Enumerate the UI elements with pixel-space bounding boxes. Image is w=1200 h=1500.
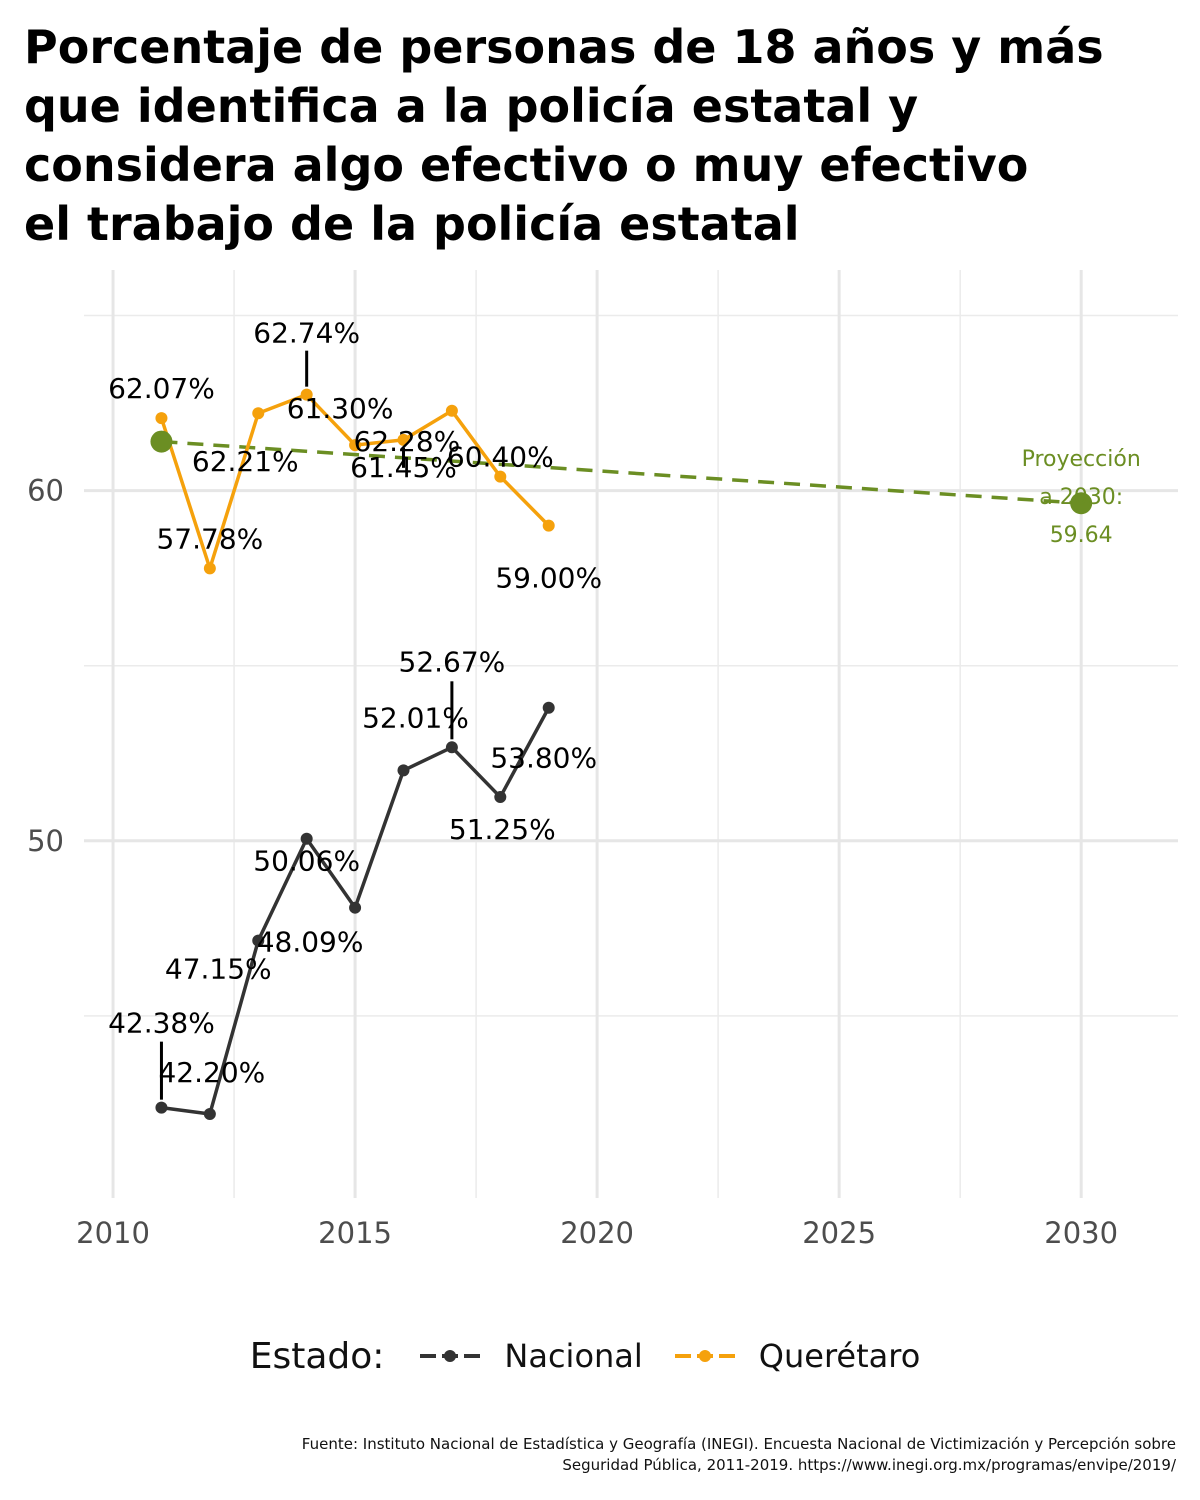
chart-title: Porcentaje de personas de 18 años y más …	[24, 18, 1184, 254]
data-label: 62.74%	[253, 317, 360, 350]
data-label: 50.06%	[253, 845, 360, 878]
data-point	[349, 901, 362, 914]
legend-item-nacional: Nacional	[418, 1337, 643, 1375]
x-tick-label: 2020	[560, 1216, 634, 1250]
y-tick-label: 50	[27, 824, 64, 858]
legend-label-queretaro: Querétaro	[758, 1337, 921, 1375]
data-point	[155, 412, 168, 425]
data-label: 53.80%	[490, 742, 597, 775]
projection-point	[1070, 492, 1093, 515]
title-line: Porcentaje de personas de 18 años y más	[24, 20, 1104, 74]
data-label: 48.09%	[257, 926, 364, 959]
projection-annotation: 59.64	[1050, 523, 1113, 548]
data-point	[300, 388, 313, 401]
data-label: 61.30%	[287, 392, 394, 425]
data-label: 51.25%	[449, 813, 556, 846]
legend-label-nacional: Nacional	[504, 1337, 643, 1375]
x-tick-label: 2025	[802, 1216, 876, 1250]
data-point	[542, 701, 555, 714]
projection-annotation: a 2030:	[1039, 485, 1123, 510]
title-line: el trabajo de la policía estatal	[24, 197, 800, 251]
data-label: 60.40%	[447, 441, 554, 474]
source-caption: Fuente: Instituto Nacional de Estadístic…	[16, 1434, 1176, 1476]
legend: Estado: Nacional Querétaro	[0, 1330, 1200, 1382]
data-point	[349, 439, 362, 452]
projection-line	[161, 439, 1082, 505]
legend-item-queretaro: Querétaro	[673, 1337, 920, 1375]
data-point	[494, 791, 507, 804]
legend-key-queretaro-icon	[674, 1350, 735, 1362]
data-point	[542, 519, 555, 532]
caption-line: Fuente: Instituto Nacional de Estadístic…	[301, 1435, 1176, 1453]
data-point	[203, 562, 216, 575]
data-point	[252, 934, 265, 947]
projection-annotation: Proyección	[1022, 447, 1141, 472]
x-tick-label: 2030	[1044, 1216, 1118, 1250]
line-chart: 2010 2015 2020 2025 2030 50 60 42.38% 42.20% 47.1…	[27, 270, 1178, 1250]
projection-point	[150, 430, 173, 453]
x-tick-label: 2015	[318, 1216, 392, 1250]
data-point	[397, 433, 410, 446]
data-point	[203, 1107, 216, 1120]
data-point	[155, 1101, 168, 1114]
title-line: que identifica a la policía estatal y	[24, 79, 919, 133]
data-label: 57.78%	[156, 522, 263, 555]
y-tick-label: 60	[27, 474, 64, 508]
legend-title: Estado:	[249, 1335, 385, 1377]
data-label: 62.07%	[108, 372, 215, 405]
data-label: 59.00%	[495, 562, 602, 595]
data-label: 52.67%	[399, 645, 506, 678]
caption-line: Seguridad Pública, 2011-2019. https://ww…	[562, 1456, 1176, 1474]
data-point	[252, 407, 265, 420]
data-point	[494, 470, 507, 483]
data-label: 62.21%	[192, 445, 299, 478]
title-line: considera algo efectivo o muy efectivo	[24, 138, 1029, 192]
x-tick-label: 2010	[76, 1216, 150, 1250]
data-label: 61.45%	[350, 451, 457, 484]
data-point	[397, 764, 410, 777]
data-label: 62.28%	[354, 425, 461, 458]
data-label: 42.20%	[158, 1056, 265, 1089]
data-label: 47.15%	[165, 953, 272, 986]
data-point	[445, 404, 458, 417]
data-point	[445, 741, 458, 754]
data-label: 42.38%	[108, 1007, 215, 1040]
legend-key-nacional-icon	[420, 1350, 481, 1362]
data-point	[300, 832, 313, 845]
